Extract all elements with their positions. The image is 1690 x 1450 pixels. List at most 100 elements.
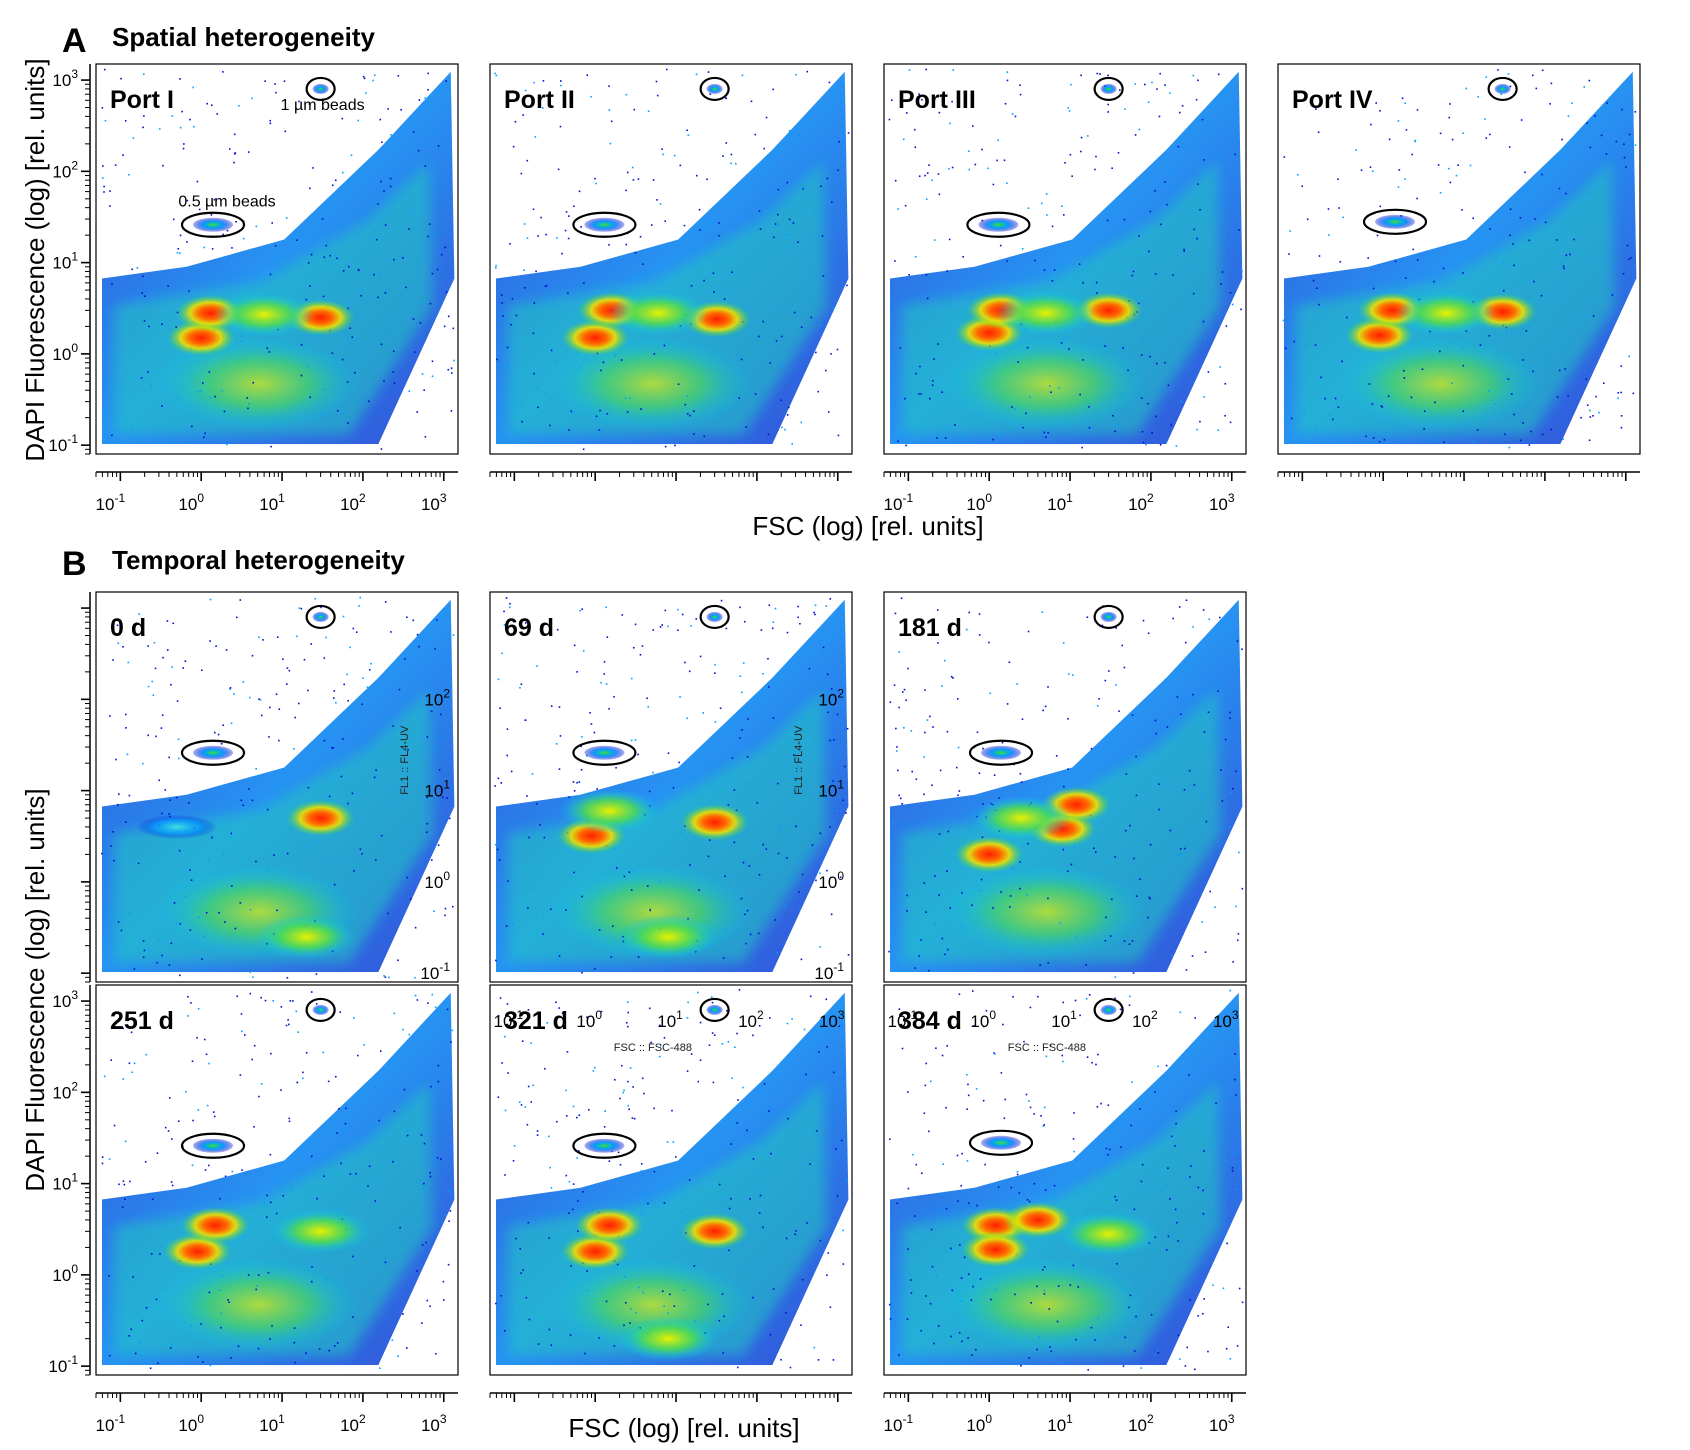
event-dot [170,942,173,945]
event-dot [444,907,447,910]
event-dot [1160,1189,1163,1192]
event-dot [827,1252,830,1254]
event-dot [788,218,791,221]
event-dot [1092,339,1094,341]
event-dot [727,804,730,806]
event-dot [1549,103,1551,105]
event-dot [1073,1112,1075,1114]
event-dot [896,1202,899,1205]
event-dot [495,1302,497,1305]
event-dot [1566,209,1568,211]
event-dot [906,894,909,897]
event-dot [384,976,387,979]
event-dot [582,448,585,451]
event-dot [1108,670,1110,672]
event-dot [512,145,515,148]
event-dot [247,407,249,410]
event-dot [1207,371,1210,373]
event-dot [367,1253,370,1256]
event-dot [1312,279,1315,282]
event-dot [661,1290,664,1292]
event-dot [1528,444,1531,446]
plot-label: Port IV [1292,86,1373,114]
event-dot [1025,412,1027,415]
event-dot [1627,258,1630,261]
event-dot [1056,1320,1059,1323]
event-dot [122,1078,125,1080]
event-dot [264,80,266,83]
event-dot [384,329,387,332]
event-dot [1505,377,1508,380]
event-dot [1101,624,1104,627]
event-dot [104,68,106,71]
event-dot [336,257,338,260]
event-dot [1011,867,1014,870]
event-dot [342,615,345,618]
event-dot [1232,961,1234,963]
event-dot [912,1153,914,1156]
event-dot [1472,217,1474,220]
event-dot [285,1024,288,1027]
event-dot [1185,969,1188,971]
event-dot [1170,954,1173,957]
event-dot [893,684,896,686]
event-dot [1033,1113,1035,1115]
event-dot [331,184,334,187]
event-dot [540,216,542,219]
event-dot [931,1265,934,1268]
event-dot [983,1025,985,1028]
event-dot [933,239,936,241]
event-dot [523,286,526,289]
cluster-2 [1003,1201,1072,1238]
event-dot [830,913,833,916]
event-dot [1055,754,1058,757]
event-dot [336,409,339,412]
event-dot [941,1054,944,1057]
event-dot [424,165,427,167]
event-dot [689,414,691,417]
event-dot [178,757,180,760]
event-dot [996,159,998,162]
event-dot [825,369,827,372]
event-dot [156,961,159,964]
event-dot [1401,97,1404,100]
event-dot [690,1053,693,1055]
event-dot [1068,348,1070,350]
event-dot [1107,1153,1110,1156]
event-dot [830,688,833,690]
event-dot [727,294,730,296]
event-dot [270,1052,272,1055]
event-dot [1194,1368,1196,1371]
event-dot [559,735,562,737]
event-dot [508,606,511,609]
event-dot [811,844,814,846]
event-dot [509,968,512,971]
event-dot [558,706,561,708]
event-dot [1573,238,1575,241]
event-dot [1212,1284,1214,1287]
event-dot [629,1322,631,1324]
event-dot [578,190,581,193]
event-dot [752,1296,754,1299]
event-dot [665,68,668,71]
event-dot [393,258,395,261]
bead-events [193,745,234,760]
event-dot [1236,640,1239,642]
event-dot [1008,906,1011,908]
event-dot [197,1007,200,1010]
event-dot [239,1074,242,1076]
event-dot [355,1172,357,1175]
event-dot [1462,410,1465,413]
event-dot [623,875,626,878]
event-dot [813,1346,816,1349]
event-dot [1201,314,1204,317]
event-dot [155,735,157,738]
event-dot [1488,334,1491,337]
low-dapi-population [945,865,1149,959]
event-dot [570,410,573,413]
event-dot [348,342,350,344]
event-dot [930,1228,933,1231]
event-dot [386,912,389,915]
event-dot [358,605,360,607]
gate-0-5um-beads [966,211,1031,238]
